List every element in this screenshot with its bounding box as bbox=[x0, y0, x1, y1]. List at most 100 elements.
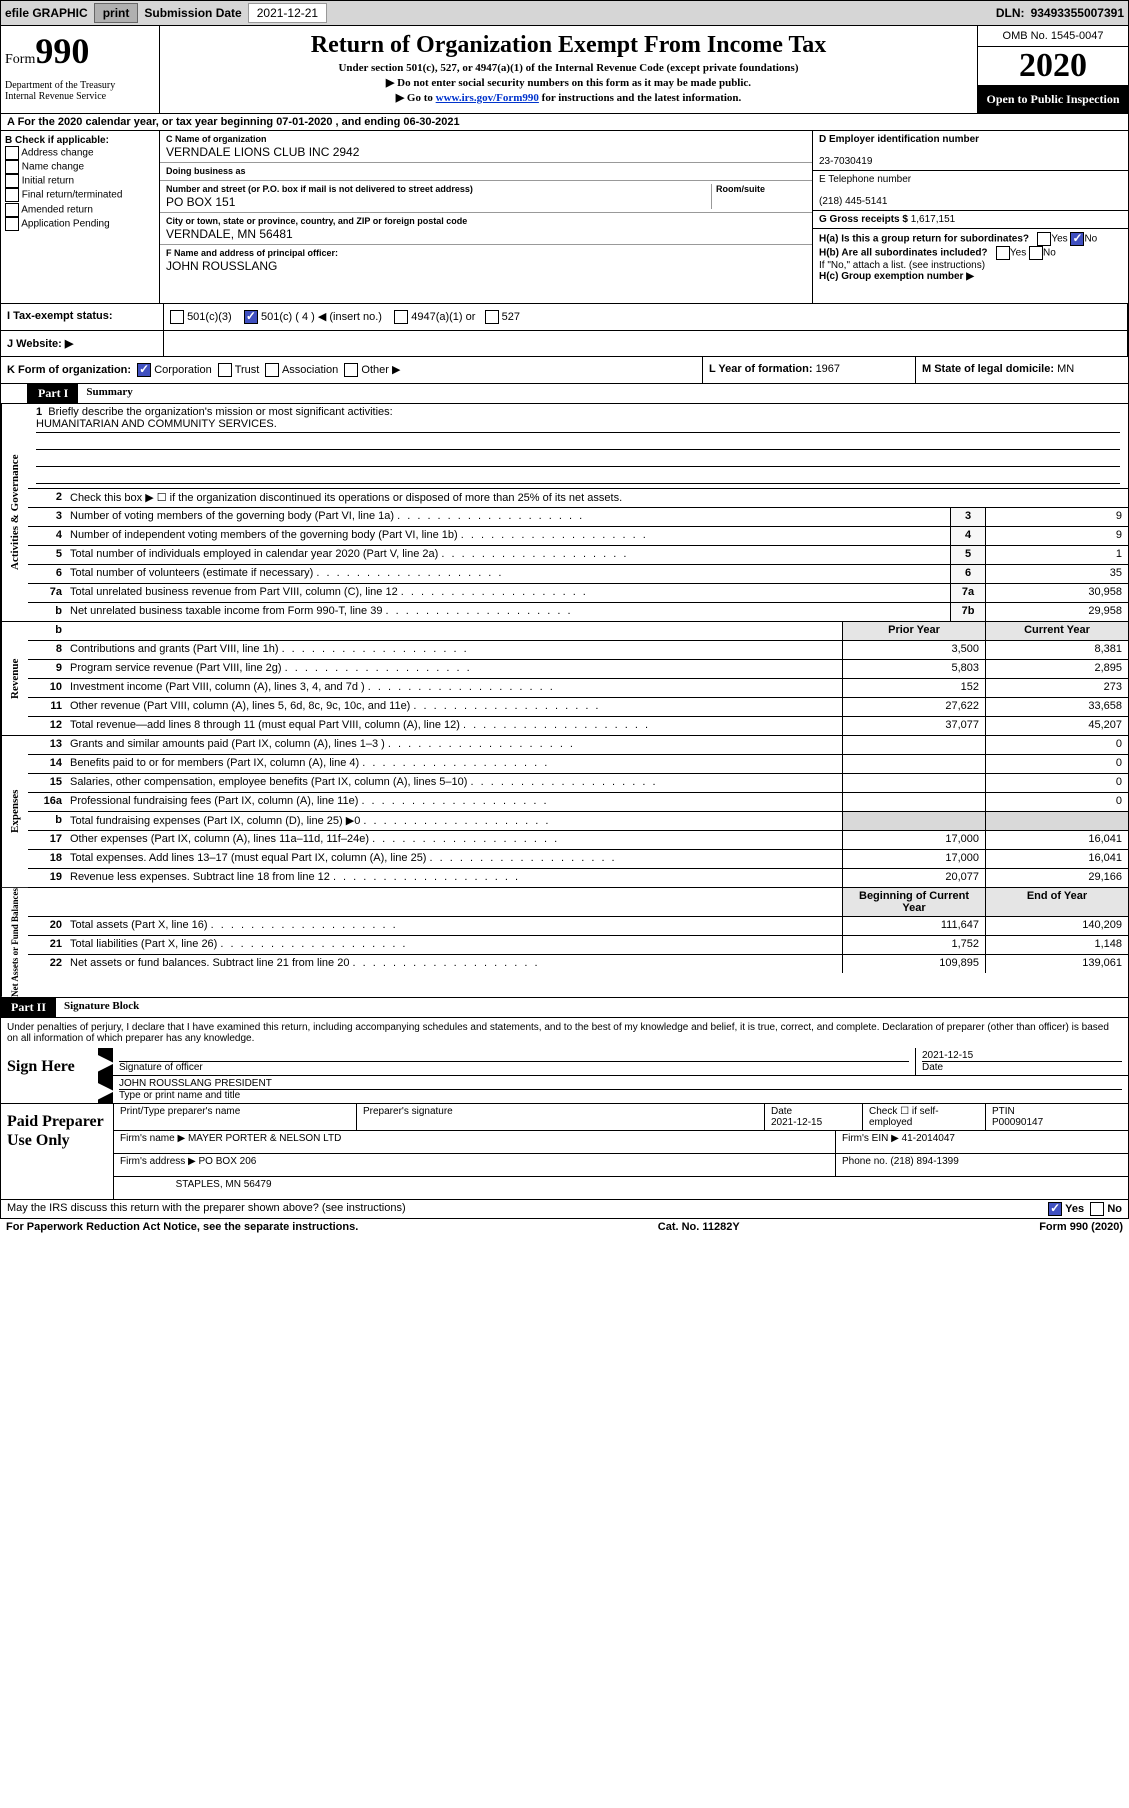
opt-527-box[interactable] bbox=[485, 310, 499, 324]
check-name-change[interactable]: Name change bbox=[5, 160, 155, 174]
opt-4947-box[interactable] bbox=[394, 310, 408, 324]
prior-value: 17,000 bbox=[842, 850, 985, 868]
officer-name-cell: JOHN ROUSSLANG PRESIDENT Type or print n… bbox=[113, 1076, 1128, 1103]
firm-name-cell: Firm's name ▶ MAYER PORTER & NELSON LTD bbox=[114, 1131, 836, 1153]
arrow-icon: ▶ bbox=[99, 1048, 113, 1075]
hb-no-box[interactable] bbox=[1029, 246, 1043, 260]
org-name-value: VERNDALE LIONS CLUB INC 2942 bbox=[166, 145, 359, 159]
subtitle-501c: Under section 501(c), 527, or 4947(a)(1)… bbox=[164, 61, 973, 76]
tel-label: E Telephone number bbox=[819, 174, 911, 185]
column-c-org-info: C Name of organization VERNDALE LIONS CL… bbox=[160, 131, 813, 303]
line-text: Professional fundraising fees (Part IX, … bbox=[66, 793, 842, 811]
line-value: 9 bbox=[985, 508, 1128, 526]
form-header: Form990 Department of the Treasury Inter… bbox=[0, 26, 1129, 114]
check-application-pending[interactable]: Application Pending bbox=[5, 217, 155, 231]
current-value: 273 bbox=[985, 679, 1128, 697]
prep-sig-cell: Preparer's signature bbox=[357, 1104, 765, 1130]
gov-line: 5Total number of individuals employed in… bbox=[28, 546, 1128, 565]
m-value: MN bbox=[1057, 363, 1074, 375]
website-label: J Website: ▶ bbox=[1, 331, 164, 356]
line-text: Other expenses (Part IX, column (A), lin… bbox=[66, 831, 842, 849]
officer-printed-name: JOHN ROUSSLANG PRESIDENT bbox=[119, 1078, 272, 1089]
print-button[interactable]: print bbox=[94, 3, 139, 23]
city-value: VERNDALE, MN 56481 bbox=[166, 227, 293, 241]
col-b-heading: B Check if applicable: bbox=[5, 135, 109, 146]
line-num: 13 bbox=[28, 736, 66, 754]
street-value: PO BOX 151 bbox=[166, 195, 235, 209]
line-text: Salaries, other compensation, employee b… bbox=[66, 774, 842, 792]
line-value: 1 bbox=[985, 546, 1128, 564]
check-amended-return[interactable]: Amended return bbox=[5, 203, 155, 217]
line-num: 11 bbox=[28, 698, 66, 716]
k-corp-box[interactable] bbox=[137, 363, 151, 377]
prior-value: 17,000 bbox=[842, 831, 985, 849]
data-line: 9Program service revenue (Part VIII, lin… bbox=[28, 660, 1128, 679]
data-line: 14Benefits paid to or for members (Part … bbox=[28, 755, 1128, 774]
officer-name-label: Type or print name and title bbox=[119, 1089, 1122, 1101]
current-value bbox=[985, 812, 1128, 830]
prior-value: 111,647 bbox=[842, 917, 985, 935]
line-num: 12 bbox=[28, 717, 66, 735]
dln-label: DLN: bbox=[996, 6, 1025, 20]
line-text: Total number of volunteers (estimate if … bbox=[66, 565, 950, 583]
row-a-text: A For the 2020 calendar year, or tax yea… bbox=[7, 116, 460, 128]
section-bcd: B Check if applicable: Address change Na… bbox=[0, 131, 1129, 304]
prep-name-cell: Print/Type preparer's name bbox=[114, 1104, 357, 1130]
data-line: 13Grants and similar amounts paid (Part … bbox=[28, 736, 1128, 755]
firm-phone-cell: Phone no. (218) 894-1399 bbox=[836, 1154, 1128, 1176]
check-initial-return[interactable]: Initial return bbox=[5, 174, 155, 188]
k-trust-box[interactable] bbox=[218, 363, 232, 377]
line-text: Total expenses. Add lines 13–17 (must eq… bbox=[66, 850, 842, 868]
sig-of-officer-label: Signature of officer bbox=[119, 1061, 909, 1073]
data-line: 19Revenue less expenses. Subtract line 1… bbox=[28, 869, 1128, 887]
check-final-return[interactable]: Final return/terminated bbox=[5, 188, 155, 202]
vert-revenue: Revenue bbox=[1, 622, 28, 735]
line-num: 3 bbox=[28, 508, 66, 526]
discuss-no-box[interactable] bbox=[1090, 1202, 1104, 1216]
k-other: Other ▶ bbox=[361, 364, 400, 376]
city-cell: City or town, state or province, country… bbox=[160, 213, 812, 245]
ha-no-box[interactable] bbox=[1070, 232, 1084, 246]
part1-title: Summary bbox=[78, 384, 140, 403]
row-a-tax-year: A For the 2020 calendar year, or tax yea… bbox=[0, 114, 1129, 131]
line-num: 4 bbox=[28, 527, 66, 545]
discuss-yes-box[interactable] bbox=[1048, 1202, 1062, 1216]
dba-cell: Doing business as bbox=[160, 163, 812, 181]
hb-note: If "No," attach a list. (see instruction… bbox=[819, 260, 1122, 271]
officer-name: JOHN ROUSSLANG bbox=[166, 259, 277, 273]
preparer-body: Print/Type preparer's name Preparer's si… bbox=[114, 1104, 1128, 1199]
revenue-section: Revenue b Prior Year Current Year 8Contr… bbox=[0, 622, 1129, 736]
check-address-change[interactable]: Address change bbox=[5, 146, 155, 160]
current-value: 33,658 bbox=[985, 698, 1128, 716]
line-box: 5 bbox=[950, 546, 985, 564]
line2-num: 2 bbox=[28, 489, 66, 507]
line-value: 30,958 bbox=[985, 584, 1128, 602]
submission-date-label: Submission Date bbox=[144, 6, 241, 20]
begin-year-header: Beginning of Current Year bbox=[842, 888, 985, 916]
gross-label: G Gross receipts $ bbox=[819, 214, 908, 225]
line-num: 21 bbox=[28, 936, 66, 954]
column-d-right: D Employer identification number 23-7030… bbox=[813, 131, 1128, 303]
hb-yes-box[interactable] bbox=[996, 246, 1010, 260]
line-num: 14 bbox=[28, 755, 66, 773]
k-other-box[interactable] bbox=[344, 363, 358, 377]
line-text: Net assets or fund balances. Subtract li… bbox=[66, 955, 842, 973]
current-value: 140,209 bbox=[985, 917, 1128, 935]
dln-value: 93493355007391 bbox=[1031, 6, 1124, 20]
k-assoc-box[interactable] bbox=[265, 363, 279, 377]
officer-cell: F Name and address of principal officer:… bbox=[160, 245, 812, 303]
opt-501c-box[interactable] bbox=[244, 310, 258, 324]
ha-yes-box[interactable] bbox=[1037, 232, 1051, 246]
h-cell: H(a) Is this a group return for subordin… bbox=[813, 229, 1128, 285]
tax-status-row: I Tax-exempt status: 501(c)(3) 501(c) ( … bbox=[0, 304, 1129, 331]
opt-501c3-box[interactable] bbox=[170, 310, 184, 324]
irs-link[interactable]: www.irs.gov/Form990 bbox=[436, 92, 539, 104]
line-num: 9 bbox=[28, 660, 66, 678]
line-num: 10 bbox=[28, 679, 66, 697]
preparer-section: Paid Preparer Use Only Print/Type prepar… bbox=[0, 1104, 1129, 1200]
current-value: 45,207 bbox=[985, 717, 1128, 735]
line-num: b bbox=[28, 812, 66, 830]
hc-label: H(c) Group exemption number ▶ bbox=[819, 271, 974, 282]
part1-header-row: Part I Summary bbox=[0, 384, 1129, 404]
data-line: 8Contributions and grants (Part VIII, li… bbox=[28, 641, 1128, 660]
